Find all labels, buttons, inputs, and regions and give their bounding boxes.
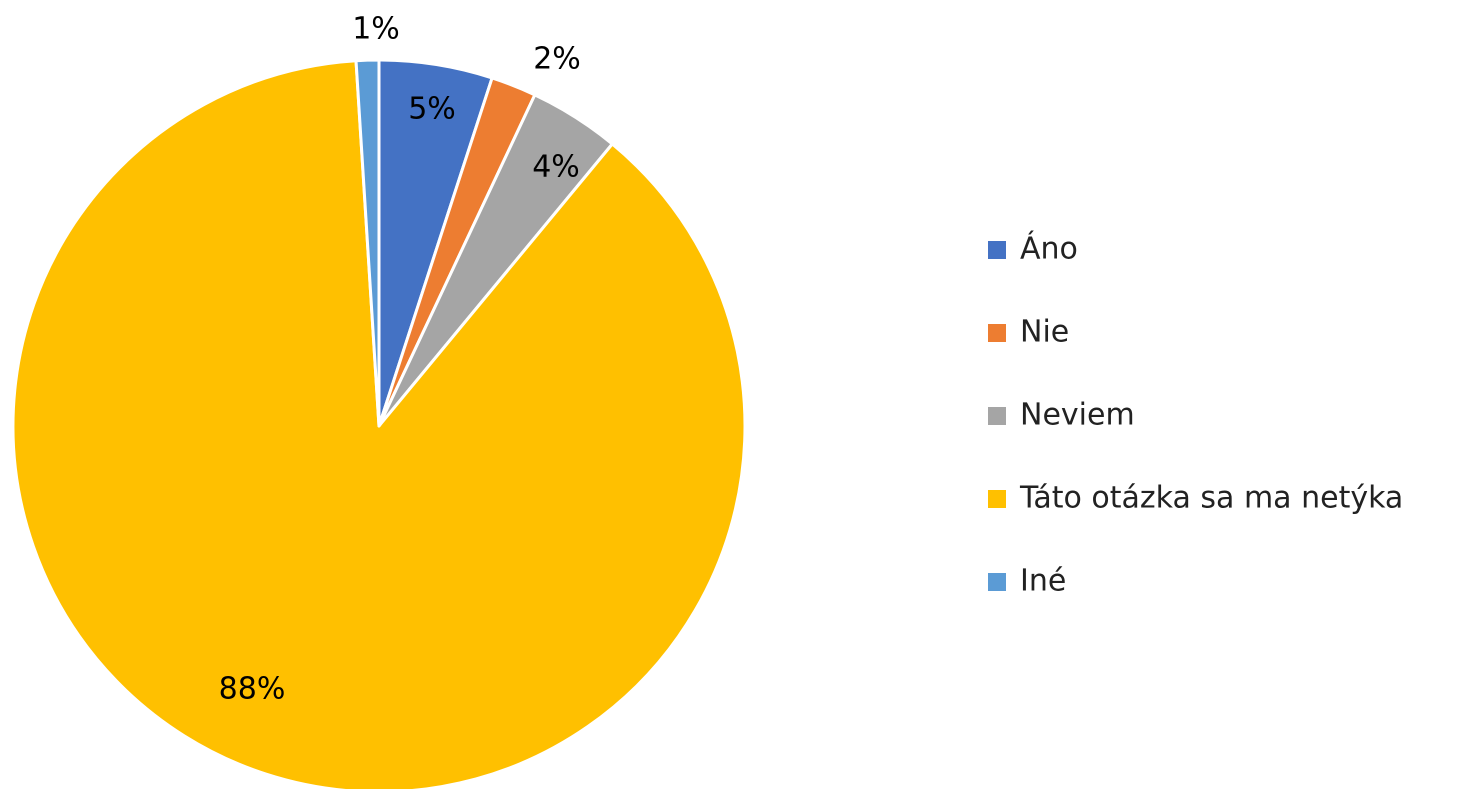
legend-swatch <box>988 490 1006 508</box>
data-label: 5% <box>408 92 456 127</box>
legend-label: Neviem <box>1020 398 1135 433</box>
legend-swatch <box>988 573 1006 591</box>
legend-swatch <box>988 407 1006 425</box>
data-label: 2% <box>533 42 581 77</box>
pie-slice <box>354 58 381 428</box>
legend-label: Iné <box>1020 564 1066 599</box>
legend-label: Áno <box>1020 231 1078 267</box>
legend-swatch <box>988 324 1006 342</box>
data-label: 4% <box>532 150 580 185</box>
legend-label: Nie <box>1020 315 1069 350</box>
data-label: 1% <box>352 12 400 47</box>
legend-swatch <box>988 241 1006 259</box>
pie-slice <box>11 59 747 789</box>
legend-label: Táto otázka sa ma netýka <box>1019 481 1403 516</box>
data-label: 88% <box>219 672 286 707</box>
